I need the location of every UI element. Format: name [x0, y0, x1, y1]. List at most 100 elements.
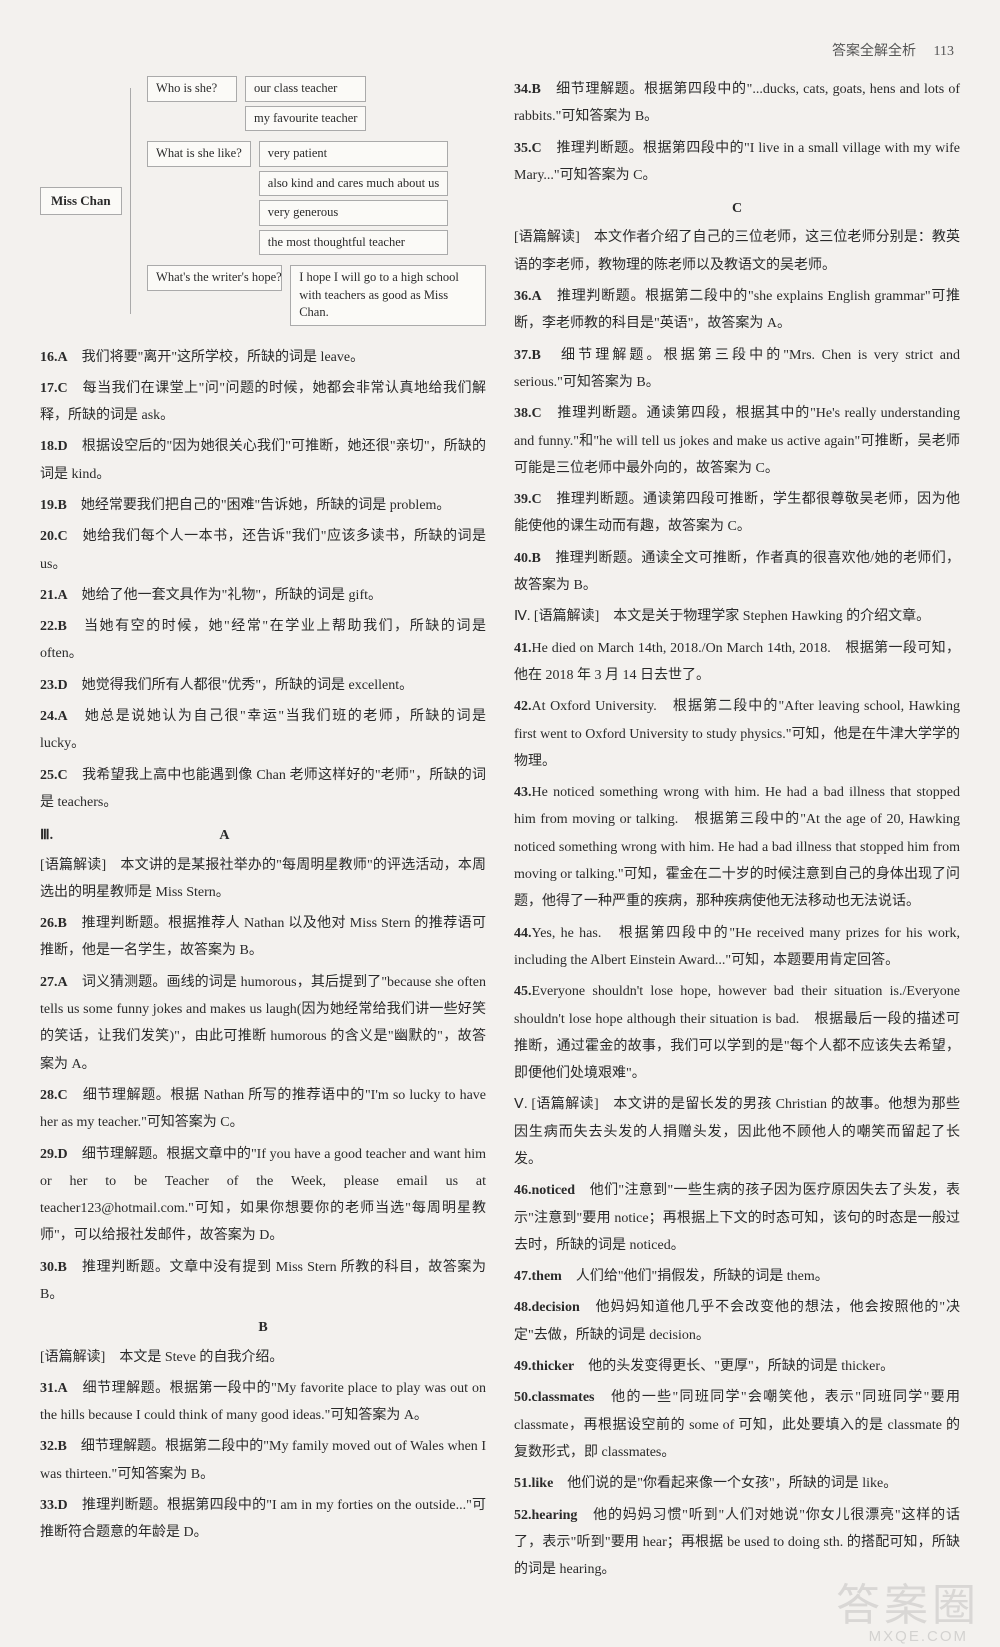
diagram-branch: What is she like? very patient also kind…	[147, 141, 486, 255]
passage-b-note: [语篇解读] 本文是 Steve 的自我介绍。	[40, 1344, 486, 1371]
header-title: 答案全解全析	[832, 44, 916, 59]
passage-a-note: [语篇解读] 本文讲的是某报社举办的"每周明星教师"的评选活动，本周选出的明星教…	[40, 852, 486, 907]
item-text: 她总是说她认为自己很"幸运"当我们班的老师，所缺的词是 lucky。	[40, 709, 486, 751]
item-number: 49.thicker	[514, 1359, 574, 1374]
item-number: 21.A	[40, 588, 68, 603]
answer-item: 24.A 她总是说她认为自己很"幸运"当我们班的老师，所缺的词是 lucky。	[40, 703, 486, 758]
answer-item: 28.C 细节理解题。根据 Nathan 所写的推荐语中的"I'm so luc…	[40, 1082, 486, 1137]
item-text: 细节理解题。根据第一段中的"My favorite place to play …	[40, 1381, 486, 1423]
section-iv-note: Ⅳ. [语篇解读] 本文是关于物理学家 Stephen Hawking 的介绍文…	[514, 603, 960, 630]
answer-item: 26.B 推理判断题。根据推荐人 Nathan 以及他对 Miss Stern …	[40, 910, 486, 965]
item-number: 48.decision	[514, 1300, 580, 1315]
item-number: 28.C	[40, 1088, 68, 1103]
item-number: 23.D	[40, 678, 68, 693]
page-header: 答案全解全析 113	[40, 40, 960, 60]
item-number: 38.C	[514, 406, 542, 421]
right-column: 34.B 细节理解题。根据第四段中的"...ducks, cats, goats…	[514, 76, 960, 1587]
item-text: 推理判断题。通读全文可推断，作者真的很喜欢他/她的老师们，故答案为 B。	[514, 551, 960, 593]
answer-item: 27.A 词义猜测题。画线的词是 humorous，其后提到了"because …	[40, 969, 486, 1078]
item-number: 19.B	[40, 498, 67, 513]
answer-item: 18.D 根据设空后的"因为她很关心我们"可推断，她还很"亲切"，所缺的词是 k…	[40, 433, 486, 488]
item-text: 细节理解题。根据第三段中的"Mrs. Chen is very strict a…	[514, 348, 960, 390]
answer-item: 19.B 她经常要我们把自己的"困难"告诉她，所缺的词是 problem。	[40, 492, 486, 519]
item-text: 当她有空的时候，她"经常"在学业上帮助我们，所缺的词是 often。	[40, 619, 486, 661]
section-iii-text: Ⅲ.	[40, 828, 53, 843]
answer-item: 37.B 细节理解题。根据第三段中的"Mrs. Chen is very str…	[514, 342, 960, 397]
answer-item: 31.A 细节理解题。根据第一段中的"My favorite place to …	[40, 1375, 486, 1430]
passage-c-note: [语篇解读] 本文作者介绍了自己的三位老师，这三位老师分别是：教英语的李老师，教…	[514, 224, 960, 279]
branch-answer: the most thoughtful teacher	[259, 230, 448, 256]
item-number: 22.B	[40, 619, 67, 634]
item-number: 44.	[514, 926, 532, 941]
item-text: 他的头发变得更长、"更厚"，所缺的词是 thicker。	[588, 1359, 894, 1374]
two-column-layout: Miss Chan Who is she? our class teacher …	[40, 76, 960, 1587]
item-number: 29.D	[40, 1147, 68, 1162]
item-number: 39.C	[514, 492, 542, 507]
item-text: Everyone shouldn't lose hope, however ba…	[514, 984, 960, 1081]
item-number: 50.classmates	[514, 1390, 595, 1405]
item-number: 47.them	[514, 1269, 562, 1284]
item-text: 推理判断题。文章中没有提到 Miss Stern 所教的科目，故答案为 B。	[40, 1260, 486, 1302]
passage-a-label: A	[219, 828, 229, 843]
item-text: 她觉得我们所有人都很"优秀"，所缺的词是 excellent。	[82, 678, 413, 693]
item-text: 他妈妈知道他几乎不会改变他的想法，他会按照他的"决定"去做，所缺的词是 deci…	[514, 1300, 960, 1342]
item-number: 41.	[514, 641, 532, 656]
answer-item: 51.like 他们说的是"你看起来像一个女孩"，所缺的词是 like。	[514, 1470, 960, 1497]
branch-answer: my favourite teacher	[245, 106, 366, 132]
item-number: 32.B	[40, 1439, 67, 1454]
item-number: 36.A	[514, 289, 542, 304]
item-text: 每当我们在课堂上"问"问题的时候，她都会非常认真地给我们解释，所缺的词是 ask…	[40, 381, 486, 423]
item-number: 25.C	[40, 768, 68, 783]
answer-item: 30.B 推理判断题。文章中没有提到 Miss Stern 所教的科目，故答案为…	[40, 1254, 486, 1309]
item-text: 词义猜测题。画线的词是 humorous，其后提到了"because she o…	[40, 975, 486, 1072]
item-text: 细节理解题。根据第四段中的"...ducks, cats, goats, hen…	[514, 82, 960, 124]
item-text: Yes, he has. 根据第四段中的"He received many pr…	[514, 926, 960, 968]
item-text: 他们"注意到"一些生病的孩子因为医疗原因失去了头发，表示"注意到"要用 noti…	[514, 1183, 960, 1253]
item-number: 40.B	[514, 551, 541, 566]
item-number: 24.A	[40, 709, 68, 724]
answer-item: 29.D 细节理解题。根据文章中的"If you have a good tea…	[40, 1141, 486, 1250]
answer-item: 38.C 推理判断题。通读第四段，根据其中的"He's really under…	[514, 400, 960, 482]
item-number: 33.D	[40, 1498, 68, 1513]
branch-answer: very patient	[259, 141, 448, 167]
item-text: At Oxford University. 根据第二段中的"After leav…	[514, 699, 960, 769]
answer-item: 44.Yes, he has. 根据第四段中的"He received many…	[514, 920, 960, 975]
item-text: He noticed something wrong with him. He …	[514, 785, 960, 909]
item-number: 16.A	[40, 350, 68, 365]
answer-item: 32.B 细节理解题。根据第二段中的"My family moved out o…	[40, 1433, 486, 1488]
item-text: 人们给"他们"捐假发，所缺的词是 them。	[576, 1269, 829, 1284]
item-number: 35.C	[514, 141, 542, 156]
item-text: 她给我们每个人一本书，还告诉"我们"应该多读书，所缺的词是 us。	[40, 529, 486, 571]
item-text: 推理判断题。根据第四段中的"I am in my forties on the …	[40, 1498, 486, 1540]
answer-item: 21.A 她给了他一套文具作为"礼物"，所缺的词是 gift。	[40, 582, 486, 609]
item-number: 17.C	[40, 381, 68, 396]
answer-item: 16.A 我们将要"离开"这所学校，所缺的词是 leave。	[40, 344, 486, 371]
item-text: 我希望我上高中也能遇到像 Chan 老师这样好的"老师"，所缺的词是 teach…	[40, 768, 486, 810]
item-text: 推理判断题。通读第四段，根据其中的"He's really understand…	[514, 406, 960, 476]
branch-answer: very generous	[259, 200, 448, 226]
header-page-number: 113	[934, 44, 954, 59]
passage-c-label: C	[514, 195, 960, 222]
answer-item: 42.At Oxford University. 根据第二段中的"After l…	[514, 693, 960, 775]
item-number: 37.B	[514, 348, 541, 363]
answer-item: 17.C 每当我们在课堂上"问"问题的时候，她都会非常认真地给我们解释，所缺的词…	[40, 375, 486, 430]
item-text: He died on March 14th, 2018./On March 14…	[514, 641, 960, 683]
item-text: 她经常要我们把自己的"困难"告诉她，所缺的词是 problem。	[81, 498, 451, 513]
item-number: 45.	[514, 984, 532, 999]
answer-item: 52.hearing 他的妈妈习惯"听到"人们对她说"你女儿很漂亮"这样的话了，…	[514, 1502, 960, 1584]
branch-question: Who is she?	[147, 76, 237, 102]
item-number: 42.	[514, 699, 532, 714]
item-number: 26.B	[40, 916, 67, 931]
answer-item: 20.C 她给我们每个人一本书，还告诉"我们"应该多读书，所缺的词是 us。	[40, 523, 486, 578]
answer-item: 49.thicker 他的头发变得更长、"更厚"，所缺的词是 thicker。	[514, 1353, 960, 1380]
item-text: 推理判断题。根据第二段中的"she explains English gramm…	[514, 289, 960, 331]
item-text: 她给了他一套文具作为"礼物"，所缺的词是 gift。	[82, 588, 382, 603]
answer-item: 47.them 人们给"他们"捐假发，所缺的词是 them。	[514, 1263, 960, 1290]
item-number: 34.B	[514, 82, 541, 97]
item-number: 31.A	[40, 1381, 68, 1396]
branch-answer: also kind and cares much about us	[259, 171, 448, 197]
answer-item: 25.C 我希望我上高中也能遇到像 Chan 老师这样好的"老师"，所缺的词是 …	[40, 762, 486, 817]
branch-answer: our class teacher	[245, 76, 366, 102]
mind-map-diagram: Miss Chan Who is she? our class teacher …	[40, 76, 486, 326]
watermark-sub: MXQE.COM	[869, 1628, 968, 1645]
